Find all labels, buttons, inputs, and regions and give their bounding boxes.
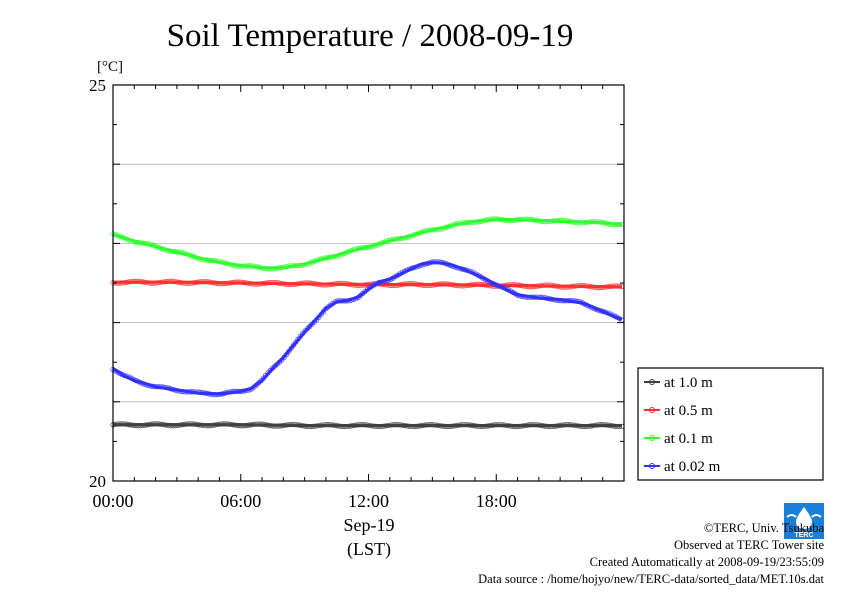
data-source-text: Data source : /home/hojyo/new/TERC-data/…: [478, 572, 824, 586]
legend-label-2: at 0.1 m: [664, 431, 713, 447]
legend-label-0: at 1.0 m: [664, 375, 713, 391]
grid-lines: [113, 163, 624, 403]
legend-label-3: at 0.02 m: [664, 459, 721, 475]
x-tick-label-2: 12:00: [348, 491, 389, 511]
legend-box: [637, 367, 824, 481]
series-3-markers: [110, 259, 625, 398]
x-axis-date-label: Sep-19: [344, 515, 395, 535]
y-ticks: 25 20: [89, 76, 624, 491]
logo-text: TERC: [794, 532, 813, 539]
y-tick-label-0: 25: [89, 76, 106, 95]
x-tick-label-0: 00:00: [92, 491, 133, 511]
series-3-line: [112, 260, 623, 396]
wave-icon: [786, 514, 822, 518]
legend-marker-3: [649, 463, 655, 469]
x-tick-label-3: 18:00: [476, 491, 517, 511]
copyright-text: ©TERC, Univ. Tsukuba: [703, 521, 824, 535]
x-tick-label-1: 06:00: [220, 491, 261, 511]
series-0-line: [113, 423, 622, 428]
series-2-markers: [110, 216, 625, 272]
chart-title: Soil Temperature / 2008-09-19: [167, 18, 574, 54]
legend-marker-0: [649, 379, 655, 385]
observation-site-text: Observed at TERC Tower site: [673, 538, 824, 552]
x-axis-timezone-label: (LST): [347, 539, 391, 560]
legend-label-1: at 0.5 m: [664, 403, 713, 419]
terc-logo: TERC: [784, 503, 824, 539]
created-timestamp-text: Created Automatically at 2008-09-19/23:5…: [589, 555, 824, 569]
series-1-line: [113, 280, 622, 289]
series-0: [110, 421, 625, 430]
legend-marker-2: [649, 435, 655, 441]
series-2-line: [112, 218, 623, 270]
x-ticks: 00:00 06:00 12:00 18:00: [92, 85, 604, 511]
y-tick-label-1: 20: [89, 472, 106, 491]
credits: ©TERC, Univ. Tsukuba Observed at TERC To…: [478, 520, 824, 588]
water-drop-icon: [796, 507, 812, 529]
series-layer: [110, 216, 625, 430]
legend-marker-1: [649, 407, 655, 413]
series-2: [110, 216, 625, 272]
legend: at 1.0 m at 0.5 m at 0.1 m at 0.02 m: [637, 367, 824, 481]
series-3: [110, 259, 625, 398]
y-axis-unit: [°C]: [97, 59, 123, 75]
